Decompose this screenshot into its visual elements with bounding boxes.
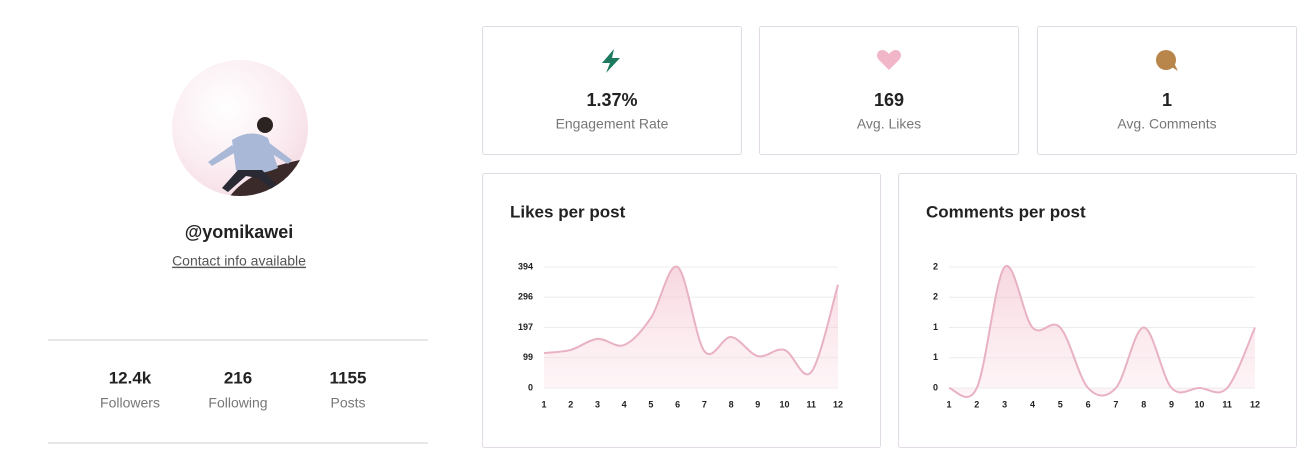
x-tick-label: 12 bbox=[833, 399, 843, 409]
x-tick-label: 9 bbox=[755, 399, 760, 409]
x-tick-label: 6 bbox=[1086, 399, 1091, 409]
contact-link[interactable]: Contact info available bbox=[172, 253, 306, 269]
card-label: Engagement Rate bbox=[556, 116, 669, 132]
x-tick-label: 7 bbox=[702, 399, 707, 409]
x-tick-label: 2 bbox=[568, 399, 573, 409]
stat-value: 12.4k bbox=[109, 368, 152, 387]
username: @yomikawei bbox=[185, 222, 294, 242]
x-tick-label: 3 bbox=[1002, 399, 1007, 409]
x-tick-label: 8 bbox=[729, 399, 734, 409]
x-tick-label: 8 bbox=[1141, 399, 1146, 409]
x-tick-label: 1 bbox=[946, 399, 951, 409]
card-value: 1.37% bbox=[586, 90, 637, 110]
card-value: 169 bbox=[874, 90, 904, 110]
avatar bbox=[172, 60, 308, 196]
comment-icon bbox=[1156, 50, 1178, 71]
chart-title: Likes per post bbox=[510, 202, 626, 221]
y-tick-label: 394 bbox=[518, 261, 533, 271]
y-tick-label: 0 bbox=[933, 382, 938, 392]
card-label: Avg. Comments bbox=[1117, 116, 1216, 132]
y-tick-label: 2 bbox=[933, 261, 938, 271]
x-tick-label: 9 bbox=[1169, 399, 1174, 409]
y-tick-label: 99 bbox=[523, 352, 533, 362]
stat-value: 216 bbox=[224, 368, 252, 387]
y-tick-label: 197 bbox=[518, 322, 533, 332]
y-tick-label: 1 bbox=[933, 322, 938, 332]
x-tick-label: 3 bbox=[595, 399, 600, 409]
y-tick-label: 2 bbox=[933, 292, 938, 302]
bolt-icon bbox=[602, 49, 620, 73]
x-tick-label: 4 bbox=[622, 399, 627, 409]
x-tick-label: 2 bbox=[974, 399, 979, 409]
heart-icon bbox=[877, 50, 901, 70]
line bbox=[543, 265, 839, 376]
x-tick-label: 1 bbox=[541, 399, 546, 409]
y-tick-label: 1 bbox=[933, 352, 938, 362]
x-tick-label: 11 bbox=[807, 399, 817, 409]
y-tick-label: 0 bbox=[528, 382, 533, 392]
x-tick-label: 11 bbox=[1222, 399, 1232, 409]
area bbox=[949, 265, 1255, 397]
stat-label: Followers bbox=[100, 395, 160, 411]
area bbox=[544, 266, 838, 388]
card-label: Avg. Likes bbox=[857, 116, 921, 132]
card bbox=[759, 26, 1019, 155]
card bbox=[482, 26, 742, 155]
card-value: 1 bbox=[1162, 90, 1172, 110]
y-tick-label: 296 bbox=[518, 291, 533, 301]
x-tick-label: 5 bbox=[1058, 399, 1063, 409]
stat-label: Following bbox=[208, 395, 267, 411]
x-tick-label: 10 bbox=[1194, 399, 1204, 409]
line bbox=[948, 264, 1256, 398]
stat-value: 1155 bbox=[330, 368, 367, 387]
x-tick-label: 12 bbox=[1250, 399, 1260, 409]
x-tick-label: 6 bbox=[675, 399, 680, 409]
x-tick-label: 4 bbox=[1030, 399, 1035, 409]
chart-title: Comments per post bbox=[926, 202, 1086, 221]
x-tick-label: 7 bbox=[1113, 399, 1118, 409]
x-tick-label: 5 bbox=[648, 399, 653, 409]
stat-label: Posts bbox=[330, 395, 365, 411]
x-tick-label: 10 bbox=[780, 399, 790, 409]
card bbox=[1037, 26, 1297, 155]
